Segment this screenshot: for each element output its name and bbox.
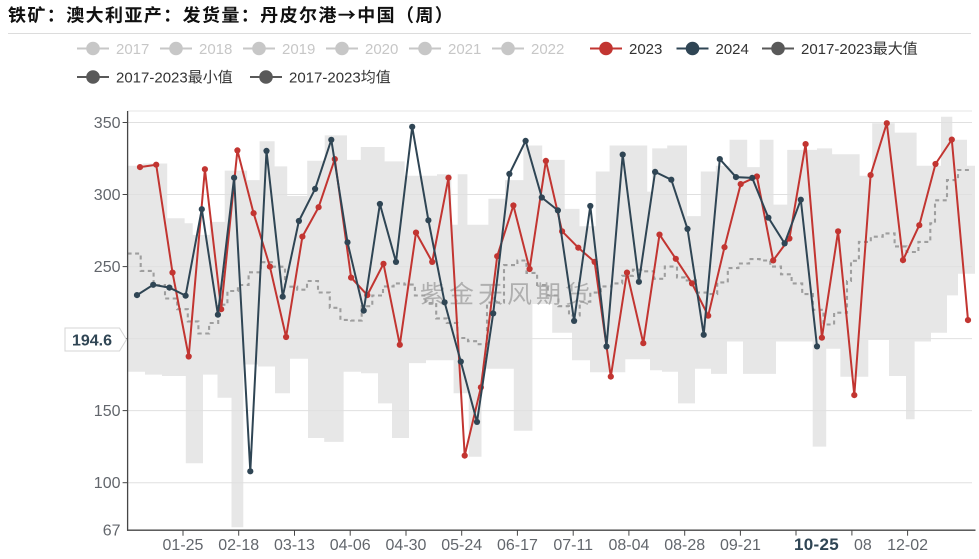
svg-text:2017: 2017	[116, 41, 149, 58]
svg-text:12-02: 12-02	[887, 537, 928, 554]
svg-text:06-17: 06-17	[497, 537, 538, 554]
svg-text:10-25: 10-25	[794, 535, 839, 554]
svg-text:03-13: 03-13	[274, 537, 315, 554]
svg-text:2021: 2021	[448, 41, 481, 58]
svg-text:04-06: 04-06	[330, 537, 371, 554]
svg-text:150: 150	[94, 403, 121, 420]
svg-text:2024: 2024	[716, 41, 749, 58]
svg-text:2023: 2023	[629, 41, 662, 58]
svg-text:02-18: 02-18	[218, 537, 259, 554]
svg-text:2017-2023: 2017-2023	[289, 69, 361, 86]
svg-text:05-24: 05-24	[441, 537, 482, 554]
svg-text:250: 250	[94, 259, 121, 276]
svg-text:2020: 2020	[365, 41, 398, 58]
svg-text:2022: 2022	[531, 41, 564, 58]
svg-text:04-30: 04-30	[386, 537, 427, 554]
svg-text:2017-2023: 2017-2023	[801, 41, 873, 58]
svg-text:01-25: 01-25	[163, 537, 204, 554]
svg-text:08-28: 08-28	[664, 537, 705, 554]
svg-text:194.6: 194.6	[72, 333, 112, 350]
svg-text:2018: 2018	[199, 41, 232, 58]
svg-text:350: 350	[94, 115, 121, 132]
svg-text:07-11: 07-11	[553, 537, 593, 554]
svg-text:67: 67	[103, 523, 121, 540]
svg-text:08-04: 08-04	[608, 537, 649, 554]
svg-text:09-21: 09-21	[720, 537, 761, 554]
svg-text:300: 300	[94, 187, 121, 204]
svg-text:2019: 2019	[282, 41, 315, 58]
svg-text:2017-2023: 2017-2023	[116, 69, 188, 86]
svg-text:100: 100	[94, 475, 121, 492]
